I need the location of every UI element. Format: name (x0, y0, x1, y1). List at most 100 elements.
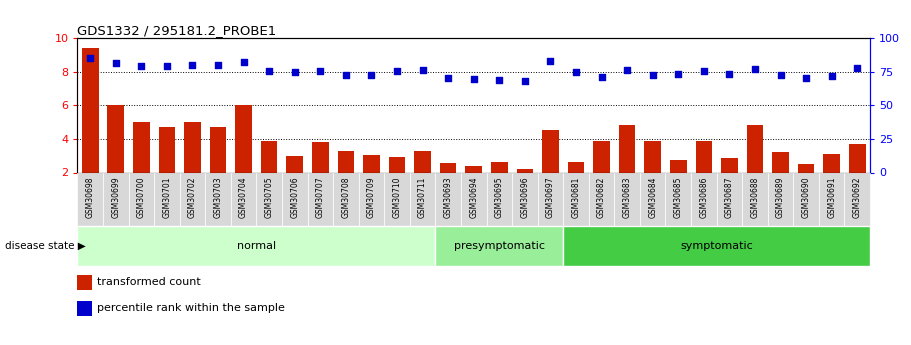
Bar (359, 172, 384, 226)
Point (185, 62, 200, 68)
Text: GSM30682: GSM30682 (597, 177, 606, 218)
Point (210, 62, 225, 68)
Text: GSM30696: GSM30696 (520, 177, 529, 218)
Point (722, 71, 737, 77)
Bar (461, 172, 486, 226)
Bar (77, 226, 435, 266)
Bar (619, 125, 636, 172)
Text: GSM30711: GSM30711 (418, 177, 427, 218)
Bar (640, 172, 665, 226)
Bar (128, 172, 154, 226)
Bar (466, 166, 482, 172)
Bar (542, 130, 558, 172)
Text: GSM30705: GSM30705 (265, 177, 273, 218)
Bar (235, 105, 252, 172)
Text: GSM30688: GSM30688 (751, 177, 760, 218)
Point (697, 68, 711, 73)
Bar (159, 127, 175, 172)
Bar (338, 151, 354, 172)
Bar (844, 172, 870, 226)
Bar (440, 163, 456, 172)
Text: GSM30702: GSM30702 (188, 177, 197, 218)
Text: GSM30692: GSM30692 (853, 177, 862, 218)
Bar (614, 172, 640, 226)
Bar (593, 140, 609, 172)
Bar (793, 172, 819, 226)
Text: normal: normal (237, 241, 276, 251)
Point (236, 60, 251, 65)
Point (313, 68, 328, 73)
Bar (312, 142, 329, 172)
Bar (589, 172, 614, 226)
Bar (849, 144, 865, 172)
Text: GSM30686: GSM30686 (700, 177, 709, 218)
Text: GSM30693: GSM30693 (444, 177, 453, 218)
Bar (717, 172, 742, 226)
Bar (691, 172, 717, 226)
Bar (747, 125, 763, 172)
Text: GSM30700: GSM30700 (137, 177, 146, 218)
Point (83, 55, 97, 61)
Text: GSM30684: GSM30684 (649, 177, 657, 218)
Bar (768, 172, 793, 226)
Text: GSM30683: GSM30683 (622, 177, 631, 218)
Text: GDS1332 / 295181.2_PROBE1: GDS1332 / 295181.2_PROBE1 (77, 24, 277, 37)
Text: GSM30706: GSM30706 (291, 177, 299, 218)
Bar (333, 172, 359, 226)
Bar (286, 156, 303, 172)
Bar (77, 275, 92, 290)
Bar (568, 162, 584, 172)
Bar (261, 140, 278, 172)
Point (824, 73, 839, 79)
Bar (256, 172, 282, 226)
Bar (82, 48, 98, 172)
Bar (435, 226, 563, 266)
Point (441, 76, 456, 81)
Point (466, 76, 481, 82)
Text: transformed count: transformed count (97, 277, 201, 287)
Point (364, 72, 379, 78)
Text: GSM30687: GSM30687 (725, 177, 734, 218)
Text: disease state ▶: disease state ▶ (5, 241, 86, 251)
Bar (107, 105, 124, 172)
Text: GSM30681: GSM30681 (571, 177, 580, 218)
Text: GSM30690: GSM30690 (802, 177, 811, 218)
Text: GSM30695: GSM30695 (495, 177, 504, 218)
Text: GSM30685: GSM30685 (674, 177, 682, 218)
Point (288, 69, 302, 74)
Text: GSM30710: GSM30710 (393, 177, 402, 218)
Point (850, 66, 865, 71)
Text: percentile rank within the sample: percentile rank within the sample (97, 303, 285, 313)
Bar (537, 172, 563, 226)
Point (415, 67, 430, 73)
Bar (491, 161, 507, 172)
Point (799, 76, 814, 81)
Point (261, 68, 276, 73)
Bar (389, 157, 405, 172)
Point (390, 68, 404, 73)
Text: GSM30699: GSM30699 (111, 177, 120, 218)
Text: GSM30698: GSM30698 (86, 177, 95, 218)
Bar (819, 172, 844, 226)
Bar (210, 127, 226, 172)
Bar (77, 172, 103, 226)
Bar (644, 141, 661, 172)
Point (568, 69, 583, 74)
Point (159, 63, 174, 68)
Text: GSM30694: GSM30694 (469, 177, 478, 218)
Point (773, 72, 788, 78)
Point (108, 60, 123, 66)
Bar (282, 172, 308, 226)
Bar (563, 172, 589, 226)
Bar (824, 154, 840, 172)
Text: GSM30704: GSM30704 (239, 177, 248, 218)
Text: symptomatic: symptomatic (681, 241, 753, 251)
Bar (308, 172, 333, 226)
Bar (133, 122, 149, 172)
Bar (415, 151, 431, 172)
Bar (230, 172, 256, 226)
Point (748, 66, 763, 72)
Point (492, 77, 507, 83)
Bar (384, 172, 410, 226)
Bar (103, 172, 128, 226)
